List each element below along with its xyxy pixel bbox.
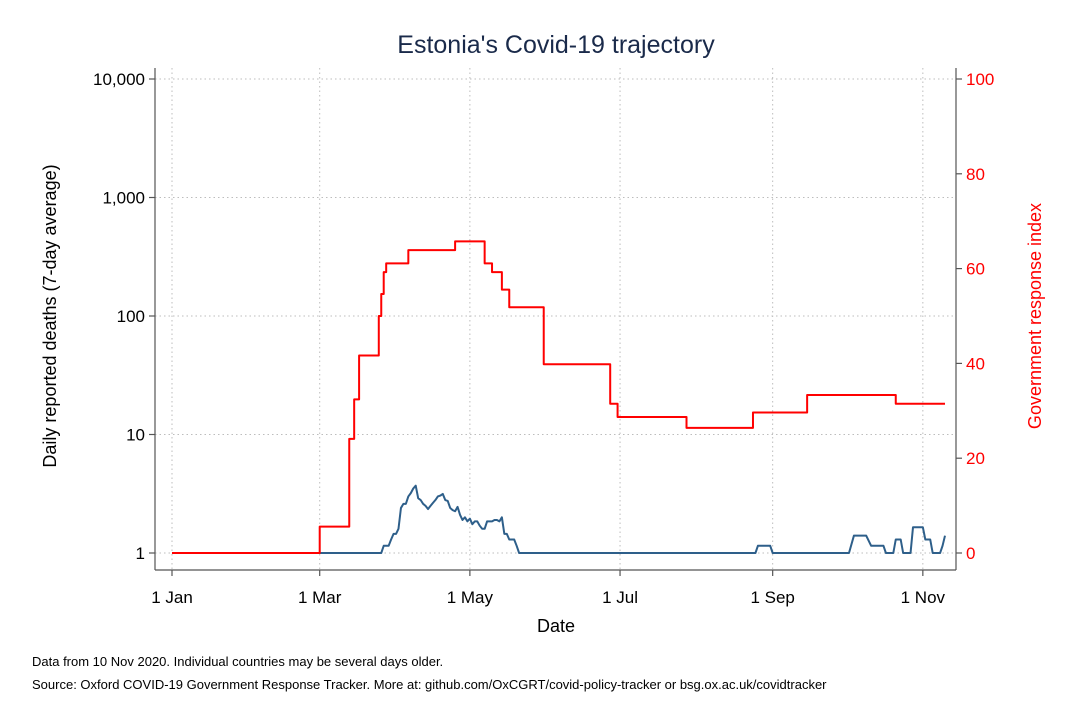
left-tick-label: 1: [136, 544, 145, 563]
series-layer: [172, 240, 946, 554]
left-tick-label: 100: [117, 307, 145, 326]
x-tick-label: 1 Sep: [750, 588, 794, 607]
x-tick-label: 1 Jan: [151, 588, 193, 607]
right-tick-label: 100: [966, 70, 994, 89]
right-tick-label: 0: [966, 544, 975, 563]
right-axis-label: Government response index: [1025, 203, 1045, 429]
right-tick-label: 20: [966, 449, 985, 468]
grid-lines: [155, 68, 956, 570]
axes: 1 10 100 1,000 10,000 0 20 40 60 80 100 1 Jan 1 Mar 1…: [93, 68, 994, 607]
response-index-series-line: [172, 240, 945, 554]
x-tick-label: 1 Mar: [298, 588, 342, 607]
labels: Estonia's Covid-19 trajectory Date Daily…: [40, 31, 1045, 636]
deaths-series-line: [172, 484, 946, 554]
footnote-data-date: Data from 10 Nov 2020. Individual countr…: [32, 654, 444, 669]
chart-title: Estonia's Covid-19 trajectory: [397, 31, 715, 59]
left-tick-label: 10,000: [93, 70, 145, 89]
x-axis-label: Date: [537, 616, 575, 636]
footnote-source: Source: Oxford COVID-19 Government Respo…: [32, 677, 827, 692]
left-tick-label: 1,000: [102, 189, 145, 208]
x-tick-label: 1 Jul: [602, 588, 638, 607]
left-tick-label: 10: [126, 426, 145, 445]
left-axis-label: Daily reported deaths (7-day average): [40, 164, 60, 467]
right-tick-label: 60: [966, 260, 985, 279]
right-tick-label: 80: [966, 165, 985, 184]
x-tick-label: 1 May: [447, 588, 494, 607]
right-tick-label: 40: [966, 354, 985, 373]
x-tick-label: 1 Nov: [901, 588, 946, 607]
